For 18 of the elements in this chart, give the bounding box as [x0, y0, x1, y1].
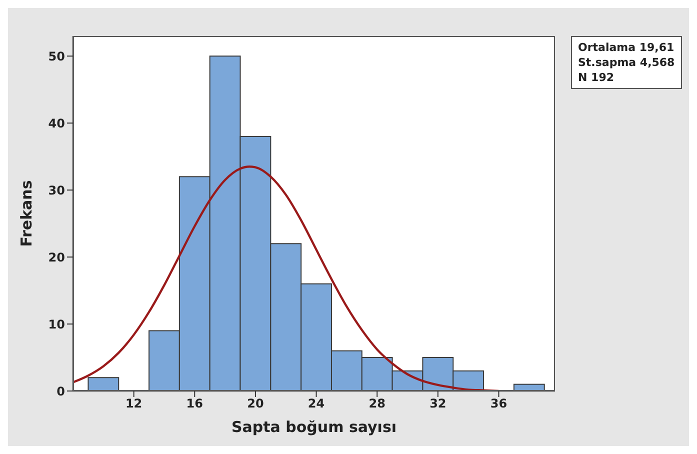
- y-tick-label: 30: [48, 183, 65, 198]
- x-axis-title: Sapta boğum sayısı: [231, 418, 397, 436]
- x-tick-label: 24: [308, 396, 325, 411]
- text: St.sapma 4,568: [578, 55, 675, 70]
- y-tick-label: 40: [48, 116, 65, 130]
- x-tick-label: 12: [125, 396, 142, 411]
- x-tick-label: 20: [247, 396, 264, 411]
- text: N 192: [578, 70, 615, 85]
- y-tick-label: 0: [56, 384, 65, 398]
- y-tick-label: 20: [48, 250, 65, 264]
- x-tick-label: 16: [186, 396, 203, 411]
- y-axis-title: Frekans: [17, 180, 36, 247]
- y-tick-label: 10: [48, 317, 65, 332]
- text: Ortalama 19,61: [578, 40, 675, 55]
- x-tick-label: 36: [490, 396, 508, 411]
- x-tick-label: 32: [430, 396, 446, 411]
- y-tick-label: 50: [48, 49, 65, 64]
- x-tick-label: 28: [368, 396, 386, 411]
